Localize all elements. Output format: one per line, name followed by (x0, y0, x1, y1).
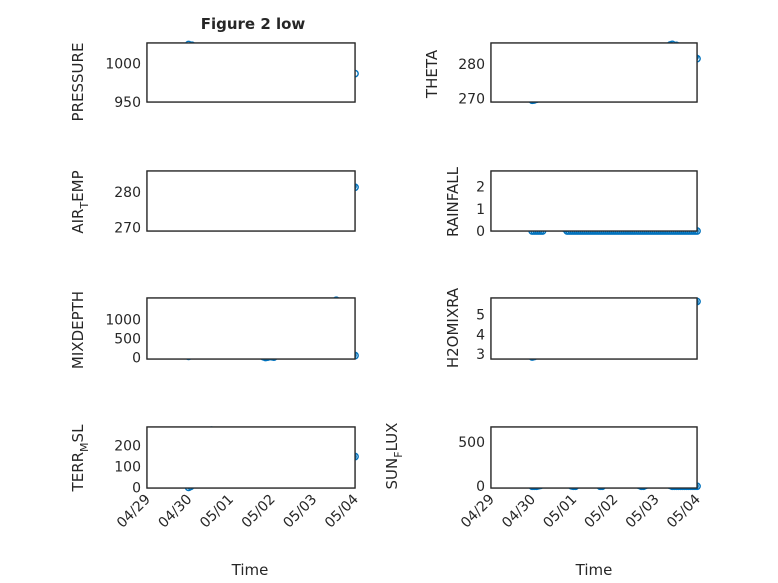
y-tick-label: 0 (476, 224, 485, 240)
y-tick-label: 280 (114, 185, 141, 201)
x-tick-label: 04/29 (114, 492, 154, 532)
ylabel-sun-main: SUN (383, 458, 401, 490)
ylabel-rainfall: RAINFALL (444, 166, 462, 237)
x-tick-label: 05/03 (623, 492, 663, 532)
x-tick-label: 05/03 (280, 492, 320, 532)
ylabel-terr-sub: M (78, 442, 91, 452)
y-tick-label: 950 (114, 95, 141, 111)
x-tick-label: 05/02 (239, 492, 279, 532)
x-tick-label: 04/29 (458, 492, 498, 532)
y-tick-label: 500 (114, 331, 141, 347)
axes-border-mixdepth (146, 297, 356, 360)
x-tick-label: 05/04 (664, 491, 704, 531)
y-tick-label: 2 (476, 180, 485, 196)
ylabel-pressure: PRESSURE (69, 43, 87, 122)
axes-border-air-temp (146, 170, 356, 232)
ylabel-sun-flux: SUNFLUX (383, 423, 405, 490)
figure-title: Figure 2 low (201, 15, 306, 33)
y-tick-label: 100 (114, 460, 141, 476)
ylabel-h2omixra: H2OMIXRA (444, 287, 462, 368)
y-tick-label: 270 (114, 220, 141, 236)
x-tick-label: 05/01 (197, 492, 237, 532)
y-tick-label: 270 (458, 92, 485, 108)
ylabel-sun-tail: LUX (383, 423, 401, 452)
y-tick-label: 0 (476, 479, 485, 495)
y-tick-label: 200 (114, 439, 141, 455)
x-tick-label: 05/01 (540, 492, 580, 532)
ylabel-terr-tail: SL (69, 424, 87, 443)
xlabel-right: Time (575, 561, 613, 579)
axes-border-terr-msl (146, 426, 356, 489)
ylabel-air-tail: EMP (69, 170, 87, 201)
y-tick-label: 0 (132, 480, 141, 496)
y-tick-label: 1 (476, 202, 485, 218)
y-tick-label: 1000 (105, 312, 141, 328)
y-tick-label: 0 (132, 350, 141, 366)
xlabel-left: Time (231, 561, 269, 579)
ylabel-air-main: AIR (69, 209, 87, 234)
ylabel-terr-msl: TERRMSL (69, 424, 91, 493)
y-tick-label: 500 (458, 435, 485, 451)
ylabel-air-sub: T (78, 202, 91, 210)
x-tick-label: 04/30 (499, 492, 539, 532)
ylabel-sun-sub: F (392, 451, 405, 457)
ylabel-mixdepth: MIXDEPTH (69, 291, 87, 369)
y-tick-label: 4 (476, 327, 485, 343)
x-tick-label: 05/02 (582, 492, 622, 532)
y-tick-label: 1000 (105, 57, 141, 73)
axes-border-sun-flux (490, 426, 698, 489)
axes-border-h2omixra (490, 297, 698, 360)
x-tick-label: 05/04 (322, 491, 362, 531)
ylabel-terr-main: TERR (69, 452, 87, 493)
axes-border-theta (490, 42, 698, 103)
axes-border-rainfall (490, 170, 698, 232)
y-tick-label: 3 (476, 347, 485, 363)
ylabel-air-temp: AIRTEMP (69, 170, 91, 233)
axes-border-pressure (146, 42, 356, 103)
x-tick-label: 04/30 (156, 492, 196, 532)
ylabel-theta: THETA (423, 49, 441, 99)
y-tick-label: 5 (476, 308, 485, 324)
y-tick-label: 280 (458, 57, 485, 73)
